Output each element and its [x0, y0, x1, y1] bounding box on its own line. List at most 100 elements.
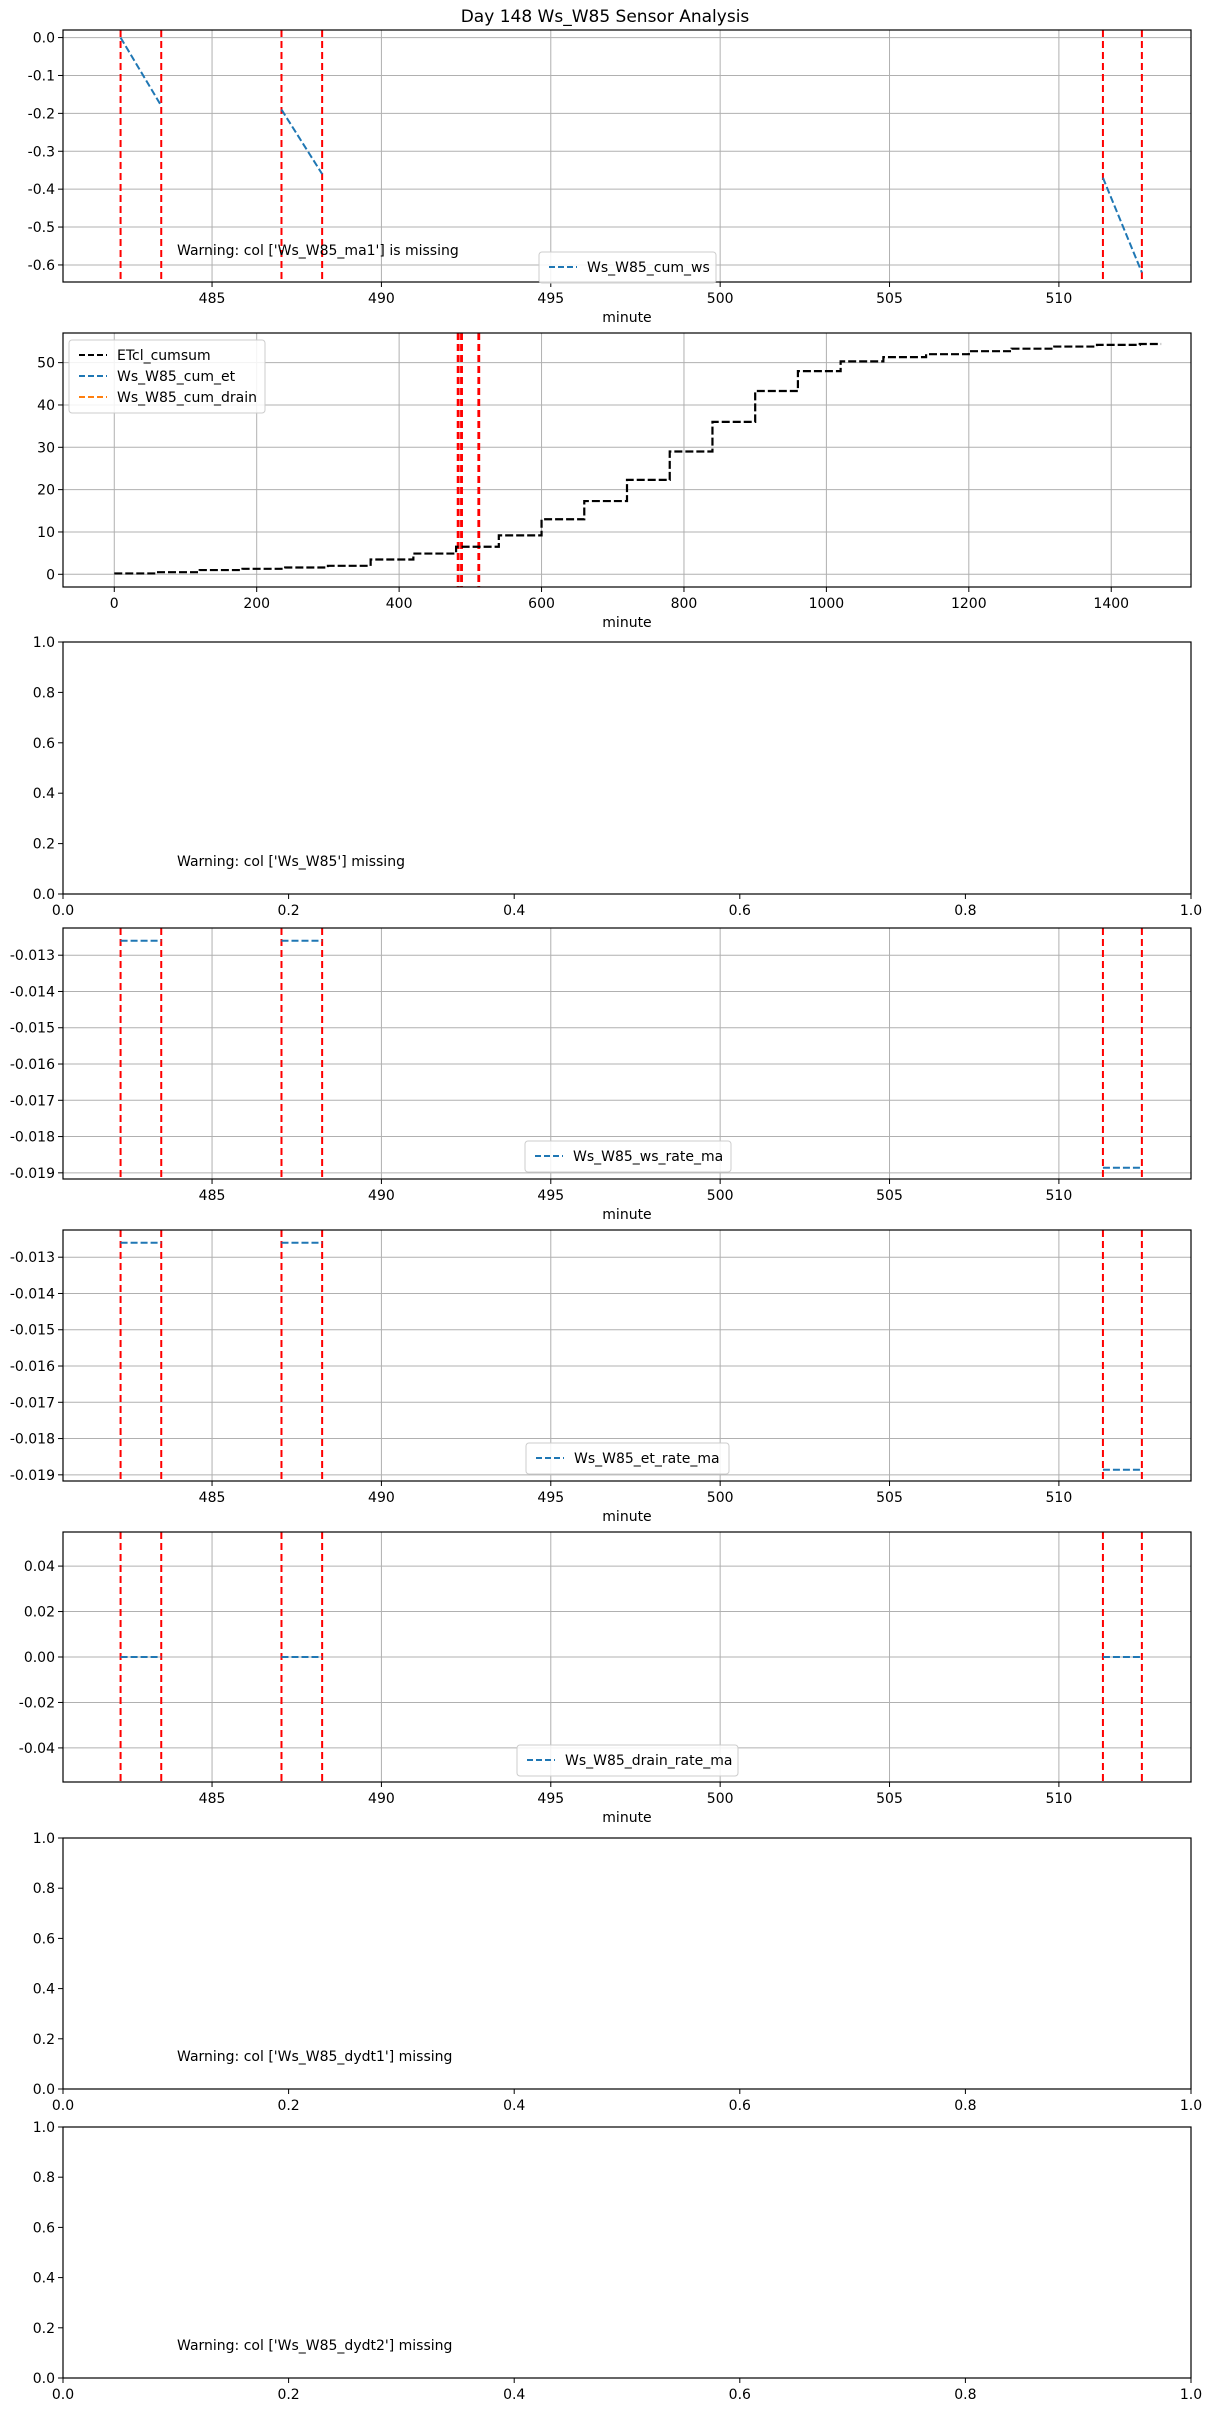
- x-tick-label: 1.0: [1180, 903, 1202, 919]
- x-tick-label: 485: [199, 1188, 226, 1204]
- x-tick-label: 0: [110, 596, 119, 612]
- x-tick-label: 0.2: [277, 903, 299, 919]
- y-tick-label: 0.0: [33, 31, 55, 47]
- legend-box: [68, 339, 266, 414]
- x-tick-label: 1.0: [1180, 2098, 1202, 2114]
- subplot-2: 0 200 400 600 800 1000 1200 1400 0 10 20 30 40 50 minu…: [37, 332, 1192, 631]
- x-tick-label: 600: [528, 596, 555, 612]
- series-line: [280, 109, 323, 175]
- x-tick-label: 485: [199, 291, 226, 307]
- legend-label: ETcl_cumsum: [117, 348, 211, 364]
- legend-label: Ws_W85_cum_ws: [587, 260, 710, 276]
- y-tick-label: 0.6: [33, 736, 55, 752]
- y-tick-label: 0.6: [33, 2220, 55, 2236]
- warning-annotation: Warning: col ['Ws_W85_dydt2'] missing: [177, 2338, 452, 2354]
- y-tick-label: 0.4: [33, 1982, 55, 1998]
- axes-frame: [62, 927, 1192, 1180]
- x-axis-label: minute: [602, 1509, 651, 1525]
- legend: Ws_W85_ws_rate_ma: [524, 1140, 732, 1173]
- y-tick-label: -0.018: [10, 1130, 55, 1146]
- subplot-8: 0.0 0.2 0.4 0.6 0.8 1.0 0.0 0.2 0.4 0.6 0.8 1.0 Warn…: [33, 2120, 1202, 2403]
- x-tick-label: 505: [876, 1188, 903, 1204]
- x-tick-label: 505: [876, 1791, 903, 1807]
- figure-title: Day 148 Ws_W85 Sensor Analysis: [461, 7, 750, 27]
- y-tick-label: -0.013: [10, 1250, 55, 1266]
- x-axis-label: minute: [602, 1810, 651, 1826]
- x-tick-label: 0.0: [52, 903, 74, 919]
- legend-box: [525, 1442, 730, 1475]
- y-tick-label: 0.8: [33, 1881, 55, 1897]
- subplot-1: 485 490 495 500 505 510 0.0 -0.1 -0.2 -0.3 -0.4 -0.…: [28, 29, 1192, 326]
- y-tick-label: -0.02: [19, 1695, 55, 1711]
- y-tick-label: 0.00: [24, 1650, 55, 1666]
- x-tick-label: 495: [537, 291, 564, 307]
- y-tick-label: 0.4: [33, 2271, 55, 2287]
- y-tick-label: 0.6: [33, 1931, 55, 1947]
- y-tick-label: -0.013: [10, 948, 55, 964]
- x-tick-label: 1.0: [1180, 2387, 1202, 2403]
- y-tick-label: 0.02: [24, 1605, 55, 1621]
- x-axis-label: minute: [602, 615, 651, 631]
- x-tick-label: 490: [368, 1188, 395, 1204]
- warning-annotation: Warning: col ['Ws_W85'] missing: [177, 854, 405, 870]
- y-tick-label: 0.8: [33, 685, 55, 701]
- x-tick-label: 495: [537, 1490, 564, 1506]
- x-tick-label: 0.2: [277, 2387, 299, 2403]
- x-tick-label: 0.8: [954, 2387, 976, 2403]
- y-tick-label: 0.0: [33, 2371, 55, 2387]
- x-tick-label: 1000: [809, 596, 845, 612]
- warning-annotation: Warning: col ['Ws_W85_dydt1'] missing: [177, 2049, 452, 2065]
- x-tick-label: 500: [707, 291, 734, 307]
- legend-label: Ws_W85_ws_rate_ma: [573, 1149, 723, 1165]
- y-tick-label: 0.04: [24, 1559, 55, 1575]
- y-tick-label: -0.019: [10, 1166, 55, 1182]
- y-tick-label: -0.4: [28, 182, 55, 198]
- x-tick-label: 485: [199, 1490, 226, 1506]
- y-tick-label: 10: [37, 525, 55, 541]
- x-tick-label: 200: [243, 596, 270, 612]
- axes-frame: [62, 1229, 1192, 1482]
- warning-annotation: Warning: col ['Ws_W85_ma1'] is missing: [177, 243, 459, 259]
- y-tick-label: -0.04: [19, 1741, 55, 1757]
- y-tick-label: 30: [37, 440, 55, 456]
- y-tick-label: -0.017: [10, 1093, 55, 1109]
- x-tick-label: 0.0: [52, 2387, 74, 2403]
- y-tick-label: -0.017: [10, 1395, 55, 1411]
- plot-area: [119, 928, 1143, 1179]
- y-tick-label: 0: [46, 567, 55, 583]
- y-tick-label: 1.0: [33, 635, 55, 651]
- x-tick-label: 800: [671, 596, 698, 612]
- y-tick-label: -0.1: [28, 68, 55, 84]
- y-tick-label: -0.015: [10, 1021, 55, 1037]
- y-tick-label: 0.0: [33, 887, 55, 903]
- x-tick-label: 495: [537, 1188, 564, 1204]
- y-tick-label: -0.018: [10, 1432, 55, 1448]
- x-axis-label: minute: [602, 310, 651, 326]
- legend-label: Ws_W85_cum_et: [117, 369, 236, 385]
- y-tick-label: -0.016: [10, 1359, 55, 1375]
- plot-area: [119, 30, 1143, 282]
- axes-frame: [62, 641, 1192, 895]
- x-tick-label: 490: [368, 291, 395, 307]
- x-tick-label: 505: [876, 291, 903, 307]
- x-tick-label: 0.2: [277, 2098, 299, 2114]
- legend-label: Ws_W85_drain_rate_ma: [565, 1753, 732, 1769]
- subplot-3: 0.0 0.2 0.4 0.6 0.8 1.0 0.0 0.2 0.4 0.6 0.8 1.0 Warn…: [33, 635, 1202, 919]
- x-tick-label: 0.8: [954, 2098, 976, 2114]
- plot-area: [114, 333, 1162, 587]
- y-tick-label: 1.0: [33, 1831, 55, 1847]
- x-tick-label: 510: [1046, 1791, 1073, 1807]
- legend: Ws_W85_drain_rate_ma: [516, 1744, 739, 1777]
- subplot-5: 485 490 495 500 505 510 -0.013 -0.014 -0.015 -0.0…: [10, 1229, 1192, 1525]
- y-tick-label: 0.2: [33, 837, 55, 853]
- x-tick-label: 400: [386, 596, 413, 612]
- x-tick-label: 495: [537, 1791, 564, 1807]
- subplot-4: 485 490 495 500 505 510 -0.013 -0.014 -0.015 -0.0…: [10, 927, 1192, 1223]
- legend: Ws_W85_cum_ws: [538, 251, 717, 284]
- legend-box: [524, 1140, 732, 1173]
- x-tick-label: 0.0: [52, 2098, 74, 2114]
- y-tick-label: 0.2: [33, 2032, 55, 2048]
- x-tick-label: 485: [199, 1791, 226, 1807]
- x-tick-label: 0.8: [954, 903, 976, 919]
